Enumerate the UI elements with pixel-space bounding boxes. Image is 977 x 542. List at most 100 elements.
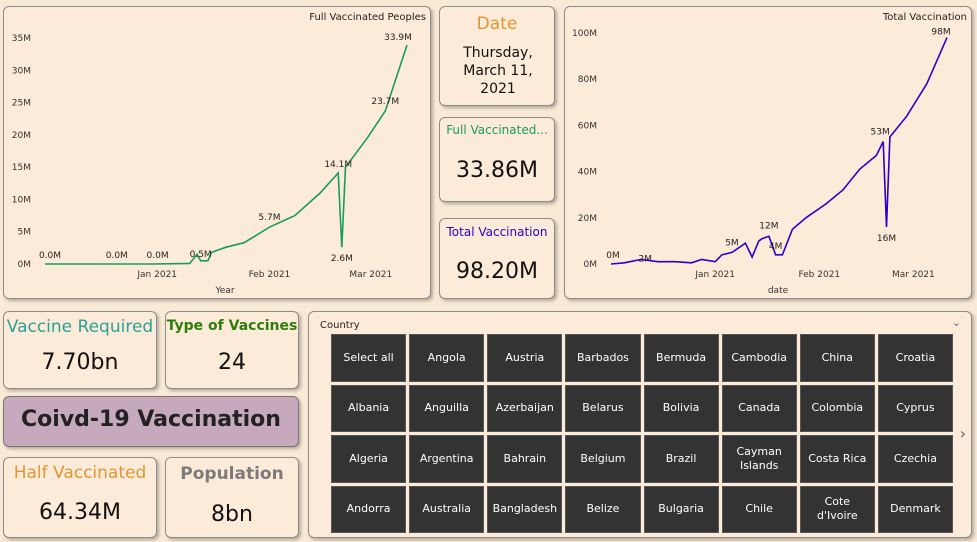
country-tile[interactable]: Bermuda [643, 334, 719, 382]
full-vaccinated-chart: 35M 30M 25M 20M 15M 10M 5M 0M Jan 2021 Feb 2021 M… [12, 33, 412, 296]
total-vaccination-line [610, 37, 948, 265]
total-vaccination-chart-title: Total Vaccination [882, 12, 967, 23]
country-tile[interactable]: Austria [487, 334, 563, 382]
data-label: 0.0M [39, 251, 61, 261]
country-tile[interactable]: Czechia [877, 435, 953, 483]
type-of-vaccines-title: Type of Vaccines [166, 318, 298, 334]
y-tick-label: 20M [578, 214, 597, 224]
country-slicer[interactable]: Country ⌄ Select all Angola Austria Barbado… [308, 311, 972, 538]
x-tick-label: Mar 2021 [349, 270, 392, 280]
country-tile[interactable]: Brazil [643, 435, 719, 483]
full-vaccinated-card-title: Full Vaccinated... [446, 123, 548, 137]
chevron-down-icon[interactable]: ⌄ [951, 316, 961, 329]
country-tile[interactable]: Bahrain [487, 435, 563, 483]
data-label: 53M [871, 128, 890, 138]
data-label: 0.0M [106, 251, 128, 261]
data-label: 12M [759, 221, 778, 231]
country-tile[interactable]: Canada [721, 384, 797, 432]
country-tile[interactable]: Croatia [877, 334, 953, 382]
y-tick-label: 100M [572, 29, 597, 39]
y-tick-label: 15M [12, 163, 31, 173]
country-tile[interactable]: Chile [721, 485, 797, 533]
y-tick-label: 80M [578, 75, 597, 85]
full-vaccinated-card: Full Vaccinated... 33.86M [439, 117, 555, 202]
data-label: 5.7M [258, 213, 280, 223]
country-tile[interactable]: Belgium [565, 435, 641, 483]
half-vaccinated-title: Half Vaccinated [13, 463, 147, 483]
population-value: 8bn [211, 502, 253, 527]
country-tile[interactable]: Select all [331, 334, 407, 382]
y-tick-label: 40M [578, 168, 597, 178]
data-label: 16M [877, 234, 896, 244]
vaccine-required-card: Vaccine Required 7.70bn [3, 311, 157, 389]
total-vaccination-chart: 100M 80M 60M 40M 20M 0M Jan 2021 Feb 2021 Mar 2… [572, 28, 951, 296]
country-tile[interactable]: Anguilla [409, 384, 485, 432]
vaccine-required-title: Vaccine Required [6, 317, 154, 337]
country-tile[interactable]: Azerbaijan [487, 384, 563, 432]
type-of-vaccines-value: 24 [218, 350, 246, 375]
data-label: 23.7M [371, 97, 399, 107]
data-label: 33.9M [384, 33, 412, 43]
data-label: 2M [638, 254, 652, 264]
data-label: 5M [725, 238, 739, 248]
country-tile[interactable]: Belarus [565, 384, 641, 432]
full-vaccinated-chart-card[interactable]: Full Vaccinated Peoples 35M 30M 25M 20M 15M 1… [3, 6, 431, 299]
chevron-right-icon[interactable]: › [959, 424, 966, 443]
country-tile[interactable]: Argentina [409, 435, 485, 483]
country-tile[interactable]: Belize [565, 485, 641, 533]
full-vaccinated-card-value: 33.86M [456, 158, 538, 183]
y-tick-label: 5M [18, 228, 32, 238]
country-tile[interactable]: Costa Rica [799, 435, 875, 483]
y-tick-label: 35M [12, 34, 31, 44]
country-tile[interactable]: Cyprus [877, 384, 953, 432]
y-tick-label: 25M [12, 99, 31, 109]
y-tick-label: 10M [12, 195, 31, 205]
y-tick-label: 0M [18, 260, 32, 270]
date-card-title: Date [476, 14, 518, 34]
country-tile[interactable]: Andorra [331, 485, 407, 533]
total-vaccination-chart-card[interactable]: Total Vaccination 100M 80M 60M 40M 20M 0M Jan… [564, 6, 972, 299]
x-tick-label: Mar 2021 [892, 270, 935, 280]
y-tick-label: 0M [584, 260, 598, 270]
y-tick-label: 20M [12, 131, 31, 141]
type-of-vaccines-card: Type of Vaccines 24 [165, 311, 299, 389]
total-vaccination-card-title: Total Vaccination [446, 225, 548, 239]
country-tile[interactable]: Algeria [331, 435, 407, 483]
country-tile[interactable]: Bolivia [643, 384, 719, 432]
y-tick-label: 30M [12, 66, 31, 76]
country-tile[interactable]: Cambodia [721, 334, 797, 382]
country-tile[interactable]: China [799, 334, 875, 382]
data-label: 0.5M [190, 250, 212, 260]
x-tick-label: Jan 2021 [694, 270, 735, 280]
half-vaccinated-card: Half Vaccinated 64.34M [3, 457, 157, 538]
total-vaccination-x-axis-label: date [768, 286, 789, 296]
country-tile[interactable]: Bangladesh [487, 485, 563, 533]
country-tile[interactable]: Albania [331, 384, 407, 432]
country-tile[interactable]: Colombia [799, 384, 875, 432]
population-title: Population [180, 464, 284, 484]
data-label: 14.1M [324, 160, 352, 170]
country-tile[interactable]: Cayman Islands [721, 435, 797, 483]
half-vaccinated-value: 64.34M [39, 500, 121, 525]
total-vaccination-card-value: 98.20M [456, 259, 538, 284]
date-card-value: Thursday, March 11, 2021 [463, 45, 533, 97]
x-tick-label: Jan 2021 [136, 270, 177, 280]
total-vaccination-card: Total Vaccination 98.20M [439, 218, 555, 299]
country-tile[interactable]: Cote d'Ivoire [799, 485, 875, 533]
x-tick-label: Feb 2021 [249, 270, 291, 280]
vaccine-required-value: 7.70bn [41, 350, 119, 375]
dashboard-title: Coivd-19 Vaccination [21, 407, 281, 432]
y-tick-label: 60M [578, 121, 597, 131]
country-tile[interactable]: Angola [409, 334, 485, 382]
country-tile[interactable]: Australia [409, 485, 485, 533]
country-tile[interactable]: Denmark [877, 485, 953, 533]
population-card: Population 8bn [165, 457, 299, 538]
country-tile[interactable]: Bulgaria [643, 485, 719, 533]
country-tile-grid: Select all Angola Austria Barbados Bermuda Ca… [331, 334, 953, 533]
data-label: 4M [769, 242, 783, 252]
data-label: 0.0M [147, 251, 169, 261]
x-tick-label: Feb 2021 [798, 270, 840, 280]
full-vaccinated-line [45, 44, 408, 265]
data-label: 98M [931, 28, 950, 38]
country-tile[interactable]: Barbados [565, 334, 641, 382]
